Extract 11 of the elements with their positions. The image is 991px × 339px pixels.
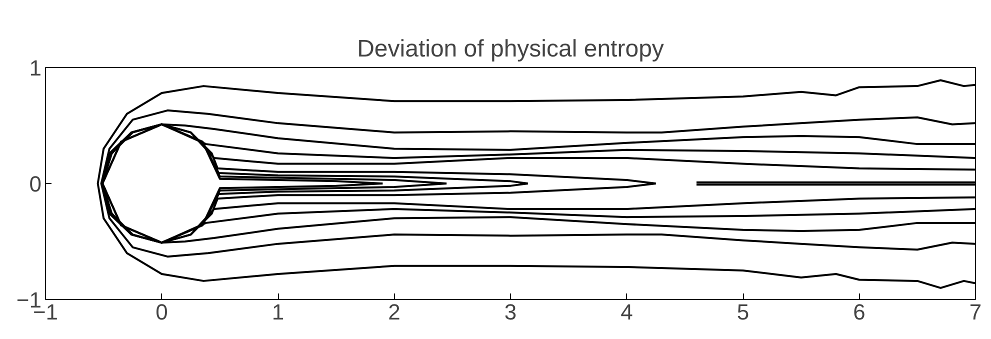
x-tick-label: 4 bbox=[620, 300, 633, 324]
x-tick-label: 0 bbox=[156, 300, 168, 324]
y-tick-label: 0 bbox=[29, 172, 42, 196]
x-tick-label: 2 bbox=[388, 300, 400, 324]
chart-title: Deviation of physical entropy bbox=[357, 36, 664, 62]
y-tick-label: 1 bbox=[29, 56, 42, 80]
x-tick-label: 6 bbox=[853, 300, 866, 324]
x-tick-label: 7 bbox=[969, 300, 982, 324]
x-tick-label: 1 bbox=[272, 300, 284, 324]
x-tick-label: 3 bbox=[504, 300, 517, 324]
x-tick-label: 5 bbox=[736, 300, 750, 324]
